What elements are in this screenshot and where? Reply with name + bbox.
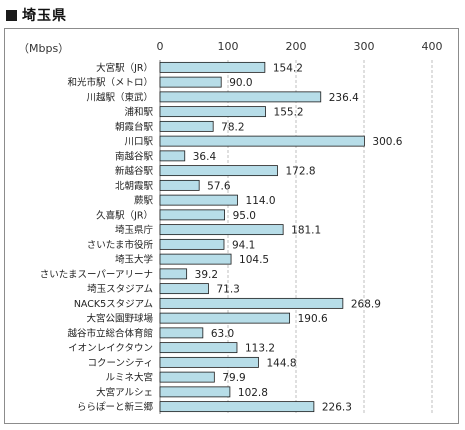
bar	[159, 371, 215, 383]
bar	[159, 91, 322, 103]
category-label: 蕨駅	[134, 195, 154, 207]
data-label: 90.0	[229, 77, 252, 89]
category-label: 大宮アルシェ	[96, 386, 153, 398]
data-label: 94.1	[232, 239, 255, 251]
data-label: 36.4	[193, 151, 217, 163]
category-label: さいたまスーパーアリーナ	[40, 269, 153, 280]
bar	[159, 120, 214, 132]
data-label: 113.2	[245, 343, 275, 355]
category-label: NACK5スタジアム	[74, 299, 153, 310]
category-label: 久喜駅（JR）	[96, 209, 153, 221]
category-label: 南越谷駅	[115, 150, 154, 162]
bar	[159, 312, 291, 324]
bar	[159, 76, 222, 88]
bar	[159, 209, 225, 221]
bar	[159, 401, 315, 413]
chart-title-row: 埼玉県	[6, 5, 67, 25]
bar	[159, 386, 231, 398]
data-label: 39.2	[195, 269, 218, 281]
bar	[159, 253, 232, 265]
bar	[159, 297, 344, 309]
category-label: 埼玉県庁	[115, 224, 154, 236]
category-label: 埼玉スタジアム	[87, 283, 153, 295]
category-label: コクーンシティ	[88, 358, 153, 369]
bar	[159, 135, 365, 147]
x-tick-label: 0	[157, 40, 164, 53]
data-label: 79.9	[222, 372, 245, 384]
data-label: 268.9	[351, 298, 381, 310]
bar	[159, 327, 204, 339]
data-label: 236.4	[329, 92, 359, 104]
bar	[159, 283, 209, 295]
category-label: 川口駅	[124, 137, 153, 148]
title-square-icon	[6, 9, 17, 21]
bar	[159, 238, 225, 250]
category-label: 和光市駅（メトロ）	[67, 77, 153, 89]
data-label: 104.5	[239, 254, 269, 266]
chart-title: 埼玉県	[22, 8, 67, 24]
bar	[159, 61, 266, 73]
data-label: 78.2	[221, 121, 244, 133]
category-label: ららぽーと新三郷	[77, 401, 154, 413]
bar	[159, 268, 188, 280]
category-label: 大宮駅（JR）	[96, 62, 153, 74]
bar	[159, 224, 284, 236]
category-label: 大宮公園野球場	[86, 313, 153, 325]
x-tick-label: 400	[422, 40, 443, 53]
data-label: 154.2	[273, 62, 303, 74]
data-label: 172.8	[286, 166, 316, 178]
x-tick-label: 300	[354, 40, 375, 53]
unit-label: （Mbps）	[18, 42, 69, 55]
category-label: 朝霞台駅	[115, 121, 154, 133]
bar	[159, 342, 238, 354]
category-label: イオンレイクタウン	[68, 343, 153, 354]
data-label: 57.6	[207, 180, 231, 192]
bar	[159, 194, 238, 206]
data-label: 95.0	[233, 210, 256, 222]
category-label: 埼玉大学	[115, 254, 153, 266]
data-label: 300.6	[372, 136, 402, 148]
data-label: 144.8	[266, 357, 296, 369]
bar	[159, 106, 266, 118]
category-label: 浦和駅	[124, 106, 153, 118]
data-label: 63.0	[211, 328, 234, 340]
data-label: 190.6	[298, 313, 328, 325]
category-label: さいたま市役所	[87, 239, 154, 251]
data-label: 71.3	[216, 284, 239, 296]
data-label: 102.8	[238, 387, 268, 399]
category-label: 越谷市立総合体育館	[67, 327, 153, 339]
bar	[159, 356, 259, 368]
x-tick-label: 100	[218, 40, 239, 53]
data-label: 114.0	[246, 195, 276, 207]
data-label: 155.2	[274, 107, 304, 119]
data-label: 181.1	[291, 225, 321, 237]
bar	[159, 150, 186, 162]
category-label: ルミネ大宮	[105, 372, 153, 384]
bar	[159, 165, 278, 177]
data-label: 226.3	[322, 402, 352, 414]
category-label: 北朝霞駅	[115, 181, 154, 192]
category-label: 新越谷駅	[115, 165, 154, 177]
bar	[159, 179, 200, 191]
category-label: 川越駅（東武）	[86, 91, 153, 103]
x-tick-label: 200	[286, 40, 307, 53]
